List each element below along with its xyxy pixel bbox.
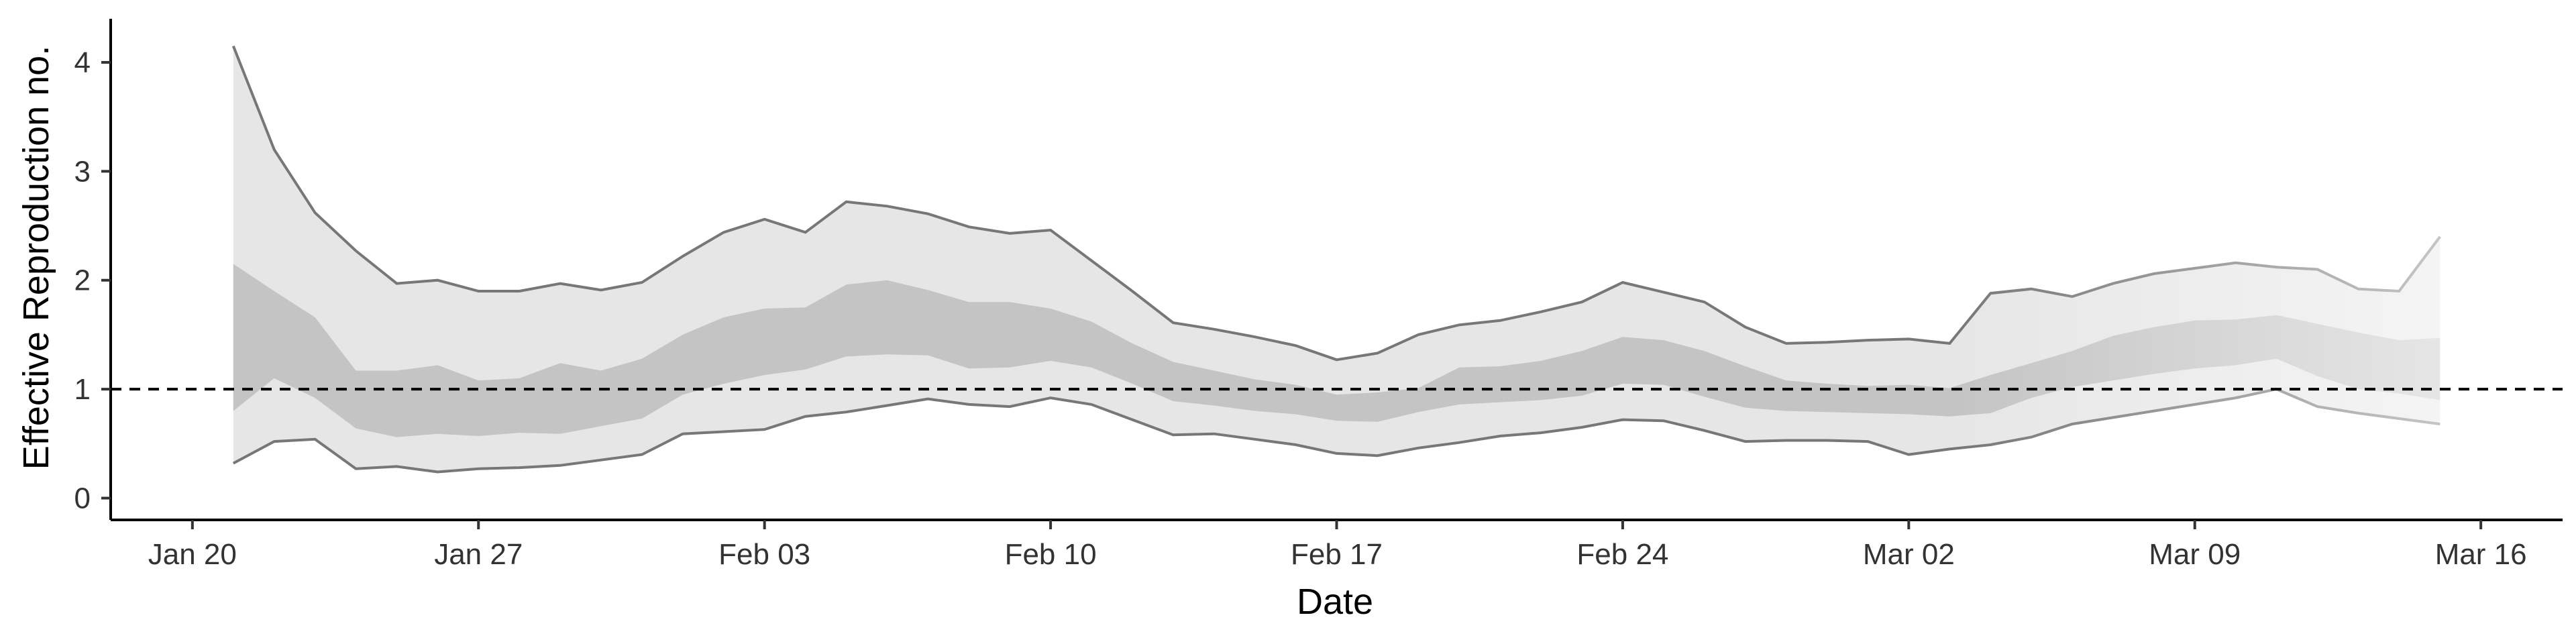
x-tick-label: Feb 03 <box>718 538 810 571</box>
x-tick-label: Mar 02 <box>1863 538 1955 571</box>
x-tick-label: Mar 09 <box>2149 538 2241 571</box>
x-tick-label: Feb 24 <box>1576 538 1668 571</box>
y-tick-label: 0 <box>74 482 91 515</box>
y-tick-label: 3 <box>74 155 91 188</box>
x-tick-label: Jan 27 <box>434 538 523 571</box>
ci-50-band <box>233 264 2440 437</box>
plot-bands <box>231 45 2441 474</box>
x-tick-label: Feb 17 <box>1291 538 1383 571</box>
lower-bound-line <box>232 388 2440 474</box>
x-axis-ticks: Jan 20 Jan 27 Feb 03 Feb 10 Feb 17 Feb 24 Mar … <box>148 520 2527 571</box>
y-tick-label: 1 <box>74 373 91 406</box>
y-tick-label: 4 <box>74 46 91 79</box>
y-tick-label: 2 <box>74 264 91 297</box>
y-axis-ticks: 0 1 2 3 4 <box>74 46 111 515</box>
x-tick-label: Mar 16 <box>2435 538 2527 571</box>
y-axis-title: Effective Reproduction no. <box>16 46 56 470</box>
x-axis-title: Date <box>1297 582 1373 622</box>
x-tick-label: Feb 10 <box>1005 538 1097 571</box>
upper-bound-line <box>231 45 2441 362</box>
x-tick-label: Jan 20 <box>148 538 237 571</box>
